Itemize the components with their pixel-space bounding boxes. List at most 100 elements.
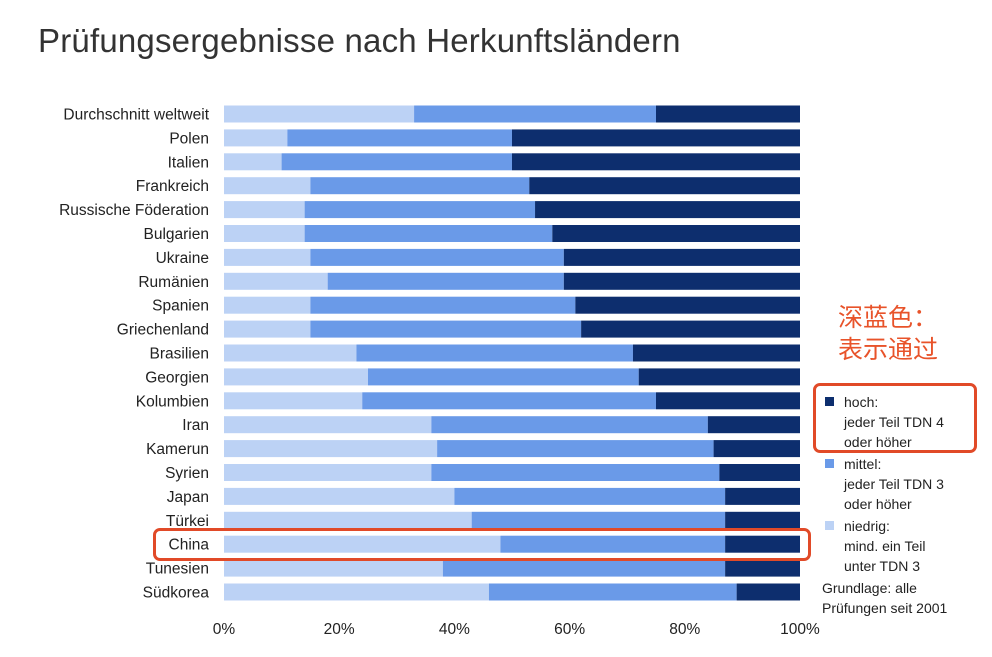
bar-iran-mittel <box>431 416 708 434</box>
legend-item-mittel: mittel: jeder Teil TDN 3 oder höher <box>822 454 987 514</box>
legend-item-niedrig: niedrig: mind. ein Teil unter TDN 3 <box>822 516 987 576</box>
annotation-note: 深蓝色： 表示通过 <box>838 303 939 364</box>
bar-rumanien-niedrig <box>224 272 328 290</box>
x-tick-label: 40% <box>439 621 470 638</box>
category-label-kolumbien: Kolumbien <box>136 393 209 410</box>
category-label-iran: Iran <box>182 417 209 434</box>
bar-sudkorea-mittel <box>488 583 737 601</box>
bar-griechenland-hoch <box>581 320 800 338</box>
bar-kamerun-hoch <box>713 440 800 458</box>
bar-ukraine-niedrig <box>224 248 311 266</box>
legend-swatch <box>825 397 834 406</box>
x-tick-label: 20% <box>324 621 355 638</box>
bar-tunesien-hoch <box>725 559 800 577</box>
bar-spanien-hoch <box>575 296 800 314</box>
bar-china-niedrig <box>224 535 501 553</box>
bar-syrien-hoch <box>719 464 800 481</box>
category-label-turkei: Türkei <box>166 513 209 530</box>
bar-polen-hoch <box>512 129 800 147</box>
bar-kamerun-niedrig <box>224 440 438 458</box>
bar-georgien-hoch <box>638 368 800 386</box>
bar-polen-mittel <box>287 129 512 147</box>
bar-griechenland-mittel <box>310 320 582 338</box>
bar-iran-hoch <box>707 416 800 434</box>
category-label-sudkorea: Südkorea <box>143 585 210 602</box>
bar-china-mittel <box>500 535 726 553</box>
bar-brasilien-mittel <box>356 344 633 362</box>
bar-durchschnitt-weltweit-niedrig <box>224 105 415 123</box>
category-label-durchschnitt-weltweit: Durchschnitt weltweit <box>63 107 209 124</box>
chart-title: Prüfungsergebnisse nach Herkunftsländern <box>38 22 681 59</box>
bar-syrien-mittel <box>431 464 720 481</box>
bar-russische-foderation-mittel <box>304 201 536 219</box>
bar-ukraine-mittel <box>310 248 564 266</box>
x-tick-label: 80% <box>669 621 700 638</box>
x-tick-label: 100% <box>780 621 820 638</box>
x-tick-label: 60% <box>554 621 585 638</box>
bar-frankreich-niedrig <box>224 177 311 195</box>
bar-kolumbien-mittel <box>362 392 656 410</box>
bar-russische-foderation-hoch <box>535 201 800 219</box>
bar-durchschnitt-weltweit-hoch <box>656 105 800 123</box>
legend-note: Grundlage: alle Prüfungen seit 2001 <box>822 580 948 616</box>
category-label-tunesien: Tunesien <box>146 561 209 578</box>
bar-tunesien-mittel <box>442 559 726 577</box>
category-label-china: China <box>169 537 210 554</box>
legend-description: jeder Teil TDN 3 oder höher <box>844 476 944 512</box>
category-label-syrien: Syrien <box>165 465 209 482</box>
legend-swatch <box>825 459 834 468</box>
bar-frankreich-hoch <box>529 177 800 195</box>
legend-description: mind. ein Teil unter TDN 3 <box>844 538 926 574</box>
bar-kamerun-mittel <box>437 440 714 458</box>
legend-swatch <box>825 521 834 530</box>
china-row-highlight-box <box>153 528 811 561</box>
bar-frankreich-mittel <box>310 177 530 195</box>
category-label-russische-foderation: Russische Föderation <box>59 202 209 219</box>
bar-iran-niedrig <box>224 416 432 434</box>
bar-syrien-niedrig <box>224 464 432 481</box>
category-label-griechenland: Griechenland <box>117 322 209 339</box>
bar-bulgarien-mittel <box>304 225 553 242</box>
bar-japan-niedrig <box>224 487 455 505</box>
bar-bulgarien-hoch <box>552 225 800 242</box>
legend-name: hoch: <box>844 394 879 410</box>
category-label-rumanien: Rumänien <box>138 274 209 291</box>
category-label-bulgarien: Bulgarien <box>144 226 210 243</box>
bar-japan-mittel <box>454 487 726 505</box>
bar-kolumbien-hoch <box>656 392 800 410</box>
bar-sudkorea-hoch <box>736 583 800 601</box>
category-label-polen: Polen <box>169 130 209 147</box>
category-label-japan: Japan <box>167 489 209 506</box>
bar-italien-niedrig <box>224 153 282 171</box>
legend-description: jeder Teil TDN 4 oder höher <box>844 414 944 450</box>
bar-spanien-mittel <box>310 296 576 314</box>
category-label-italien: Italien <box>168 154 209 171</box>
bar-griechenland-niedrig <box>224 320 311 338</box>
bar-durchschnitt-weltweit-mittel <box>414 105 656 123</box>
category-label-georgien: Georgien <box>145 369 209 386</box>
category-label-kamerun: Kamerun <box>146 441 209 458</box>
bar-tunesien-niedrig <box>224 559 443 577</box>
bar-bulgarien-niedrig <box>224 225 305 242</box>
bar-georgien-mittel <box>368 368 639 386</box>
category-label-frankreich: Frankreich <box>136 178 209 195</box>
bar-china-hoch <box>725 535 800 553</box>
bar-brasilien-niedrig <box>224 344 357 362</box>
bar-turkei-mittel <box>471 511 726 529</box>
bar-rumanien-mittel <box>327 272 564 290</box>
legend-name: niedrig: <box>844 518 890 534</box>
bar-italien-mittel <box>281 153 512 171</box>
bar-japan-hoch <box>725 487 800 505</box>
legend: hoch: jeder Teil TDN 4 oder höher mittel: j… <box>822 392 987 618</box>
category-label-brasilien: Brasilien <box>150 346 209 363</box>
bar-ukraine-hoch <box>563 248 800 266</box>
bar-rumanien-hoch <box>563 272 800 290</box>
bar-turkei-niedrig <box>224 511 472 529</box>
category-label-spanien: Spanien <box>152 298 209 315</box>
x-tick-label: 0% <box>213 621 236 638</box>
legend-highlight-box <box>813 383 977 453</box>
category-label-ukraine: Ukraine <box>156 250 209 267</box>
bar-brasilien-hoch <box>632 344 800 362</box>
bar-italien-hoch <box>512 153 800 171</box>
bar-polen-niedrig <box>224 129 288 147</box>
